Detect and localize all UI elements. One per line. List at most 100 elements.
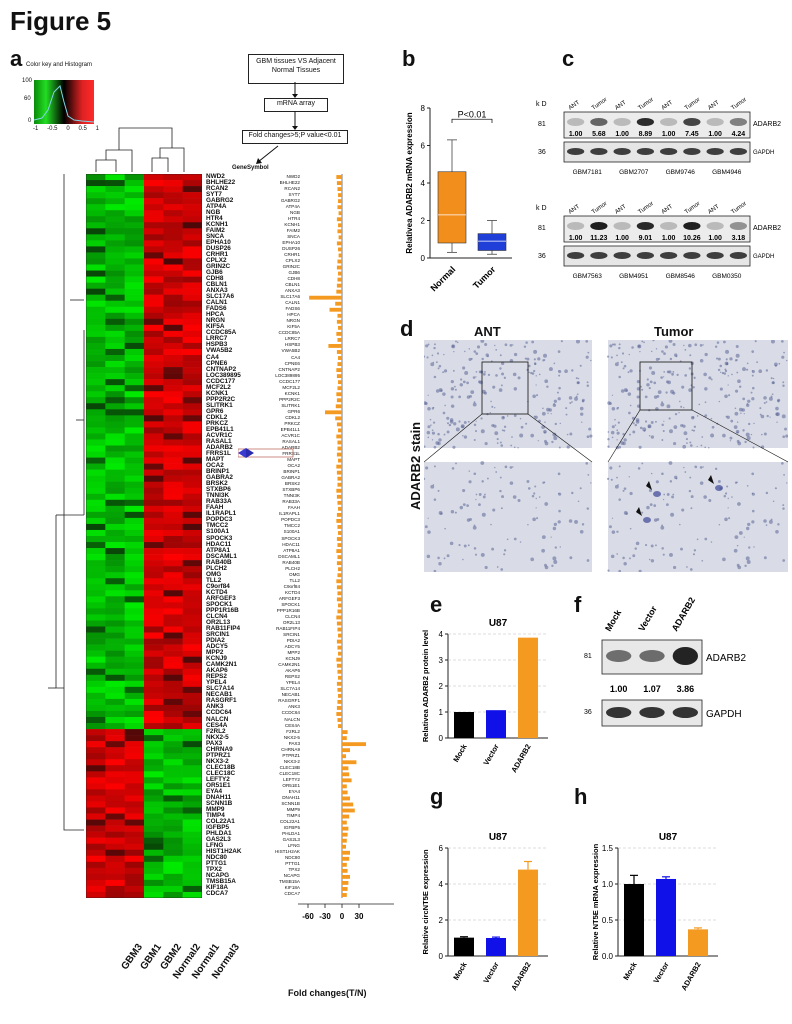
heatmap-cell [163,879,183,887]
ihc-nucleus [550,536,552,538]
heatmap-cell [105,692,125,700]
heatmap-cell [163,873,183,881]
heatmap-cell [182,560,202,567]
heatmap-cell [105,493,125,501]
ihc-nucleus [532,517,536,522]
gene-label: F2RL2 [206,727,226,735]
ihc-nucleus [647,425,651,428]
heatmap-cell [86,795,106,802]
heatmap-cell [182,879,202,887]
heatmap-cell [163,614,183,621]
heatmap-cell [144,493,164,501]
ihc-nucleus [534,485,537,488]
heatmap-cell [163,662,183,670]
heatmap-cell [182,783,202,790]
fold-bar [336,350,342,354]
fold-bar [337,555,342,560]
heatmap-cell [105,174,125,181]
ihc-nucleus [655,420,657,423]
ihc-nucleus [655,544,657,547]
ihc-nucleus [520,425,524,429]
ihc-nucleus [463,435,468,439]
ihc-nucleus [775,406,779,411]
ihc-nucleus [437,489,440,492]
heatmap-cell [144,306,164,314]
ihc-nucleus [786,359,788,362]
ihc-nucleus [517,447,519,449]
heatmap-cell [182,487,202,495]
ihc-nucleus [781,414,786,419]
gene-label: FAAH [206,504,224,512]
heatmap-cell [163,741,183,748]
ihc-nucleus [541,425,545,429]
fold-bar [338,651,342,656]
heatmap-cell [86,674,106,682]
fold-bar [338,603,342,608]
ihc-nucleus [781,462,784,465]
ihc-nucleus [669,480,673,483]
ihc-nucleus [717,479,721,483]
heatmap-cell [86,608,106,615]
heatmap-cell [182,668,202,676]
gene-label-small: MAPT [287,457,300,463]
heatmap-cell [182,391,202,398]
c-value-label: 1.00 [708,131,722,138]
ihc-nucleus [668,370,672,374]
ihc-nucleus [655,348,658,350]
heatmap-cell [182,644,202,651]
heatmap-cell [124,753,145,760]
heatmap-cell [144,843,164,851]
heatmap-cell [86,240,106,247]
heatmap-cell [163,433,183,440]
ihc-nucleus [535,394,539,397]
ihc-nucleus [513,352,518,357]
gene-label: CLEC18B [206,763,236,771]
ihc-nucleus [571,491,574,495]
gene-label-small: ATP4A [285,203,300,209]
ihc-nucleus [512,495,517,499]
heatmap-cell [182,306,202,314]
ihc-nucleus [649,503,653,507]
ihc-nucleus [574,519,578,524]
heatmap-cell [182,252,202,259]
ihc-nucleus [632,422,635,425]
heatmap-cell [182,608,202,615]
ihc-nucleus [526,357,530,361]
heatmap-cell [105,777,125,784]
heatmap-cell [163,596,183,603]
heatmap-cell [182,753,202,760]
ihc-nucleus [769,416,771,418]
fold-bar [337,362,342,366]
heatmap-cell [124,355,145,362]
gene-label-small: CALN1 [285,300,300,306]
gene-label-small: PAX3 [288,740,300,746]
gene-label-small: SCNN1B [281,800,300,806]
ihc-nucleus [635,541,640,546]
gene-label-small: ADCY5 [284,644,300,650]
heatmap-cell [86,505,106,513]
ihc-nucleus [611,407,616,411]
ihc-nucleus [513,414,517,417]
ihc-nucleus [538,496,541,498]
ihc-nucleus [701,559,704,562]
heatmap-cell [86,867,106,875]
heatmap-cell [105,680,125,688]
ihc-nucleus [501,495,505,499]
heatmap-cell [182,584,202,591]
ihc-nucleus [669,429,673,434]
ihc-nucleus [673,565,677,570]
heatmap-cell [124,228,145,235]
ihc-nucleus [783,473,785,476]
fold-bar [337,205,342,210]
ihc-nucleus [611,517,614,519]
heatmap-cell [105,342,125,350]
fold-bar [342,796,350,801]
ihc-nucleus [668,461,673,465]
ihc-nucleus [666,404,671,409]
heatmap-cell [182,843,202,851]
heatmap-cell [124,662,145,670]
fold-bar [342,754,346,759]
heatmap-cell [105,807,125,814]
heatmap-cell [144,385,164,392]
ihc-nucleus [719,387,723,391]
